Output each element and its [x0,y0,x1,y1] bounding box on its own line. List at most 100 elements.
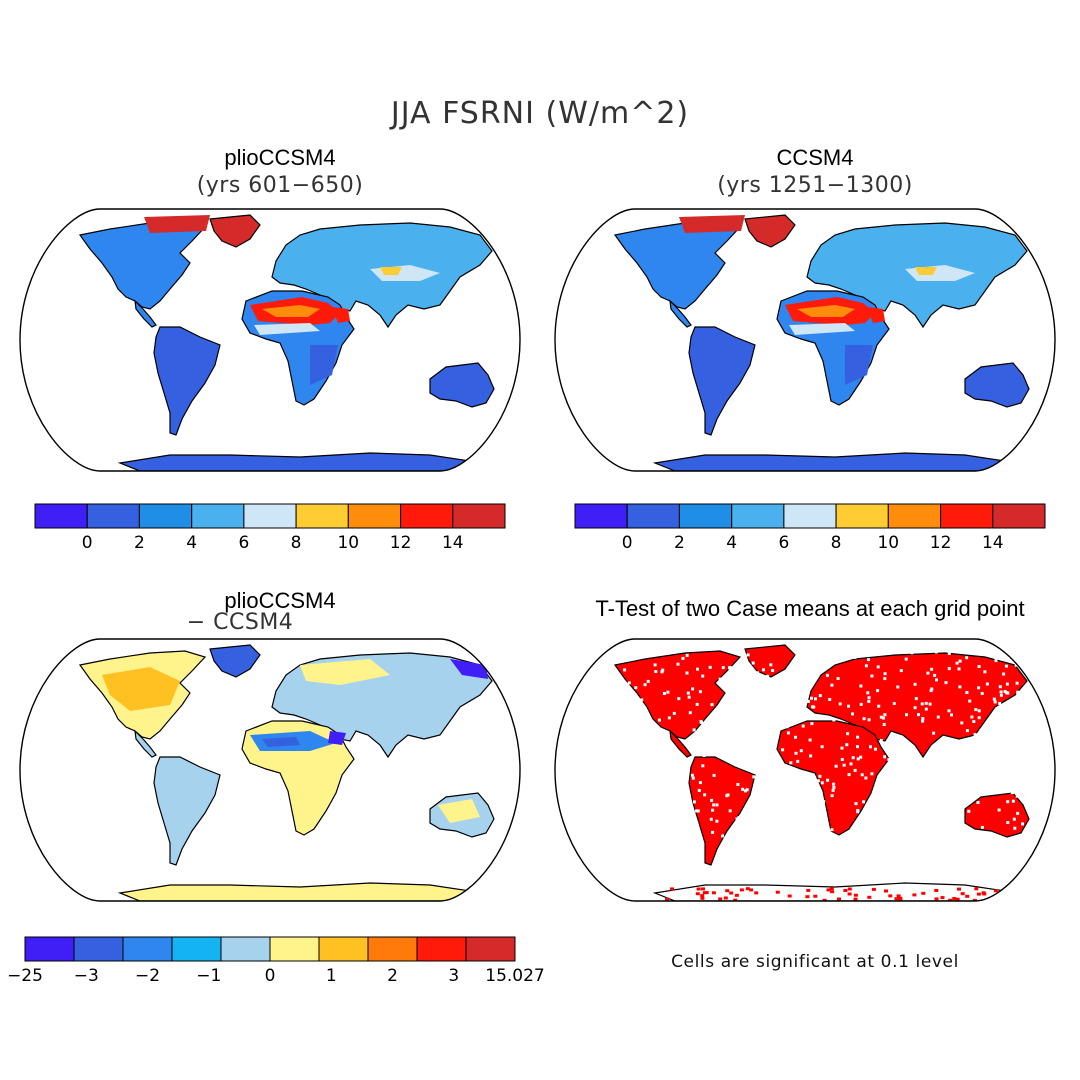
nonsignificant-cell [929,803,932,807]
nonsignificant-cell [884,820,888,824]
nonsignificant-cell [889,650,893,654]
nonsignificant-cell [810,696,813,700]
nonsignificant-cell [747,671,751,675]
nonsignificant-cell [1017,708,1020,712]
nonsignificant-cell [830,828,834,832]
nonsignificant-cell [655,797,659,801]
nonsignificant-cell [896,816,900,820]
nonsignificant-cell [761,724,765,728]
nonsignificant-cell [877,825,881,829]
nonsignificant-cell [607,666,611,670]
nonsignificant-cell [721,834,725,838]
nonsignificant-cell [879,715,883,719]
significant-cell [847,892,852,896]
nonsignificant-cell [994,659,998,663]
significant-cell [957,887,961,891]
nonsignificant-cell [631,726,635,730]
nonsignificant-cell [939,789,943,793]
nonsignificant-cell [626,748,630,752]
nonsignificant-cell [654,670,658,673]
nonsignificant-cell [867,818,871,822]
colorbar-swatch [24,936,75,962]
nonsignificant-cell [709,817,713,821]
nonsignificant-cell [650,791,654,795]
significant-cell [952,897,957,901]
nonsignificant-cell [807,668,811,671]
significant-cell [867,895,872,899]
nonsignificant-cell [924,701,928,705]
continent-greenland [209,214,261,248]
nonsignificant-cell [1024,790,1027,794]
nonsignificant-cell [960,789,964,793]
sahara-core [262,305,320,317]
nonsignificant-cell [620,820,624,824]
continent-antarctica [652,882,1007,901]
nonsignificant-cell [683,817,687,821]
nonsignificant-cell [744,807,748,811]
nonsignificant-cell [780,823,783,827]
nonsignificant-cell [920,702,924,706]
continent-north-america [613,650,742,740]
map-frame [19,638,521,902]
nonsignificant-cell [883,677,887,681]
nonsignificant-cell [736,783,740,786]
nonsignificant-cell [845,743,849,747]
nonsignificant-cell [912,766,916,770]
nonsignificant-cell [867,838,871,842]
colorbar-ccsm4: 0 2 4 6 8 10 12 14 [574,503,1046,553]
nonsignificant-cell [926,671,930,675]
nonsignificant-cell [950,762,954,766]
nonsignificant-cell [1014,747,1018,751]
nonsignificant-cell [695,809,699,813]
colorbar-swatch [347,503,401,529]
siberia-cool [450,659,488,679]
significant-cell [921,891,926,895]
nonsignificant-cell [758,730,762,734]
nonsignificant-cell [696,743,699,747]
nonsignificant-cell [883,672,887,676]
nonsignificant-cell [746,746,750,750]
nonsignificant-cell [652,758,656,762]
nonsignificant-cell [752,775,756,779]
nonsignificant-cell [745,721,749,725]
nonsignificant-cell [879,739,883,742]
panel-4-title: T-Test of two Case means at each grid po… [595,596,1025,621]
nonsignificant-cell [701,674,705,678]
nonsignificant-cell [977,716,981,720]
nonsignificant-cell [961,739,965,743]
nonsignificant-cell [887,758,891,762]
nonsignificant-cell [810,722,814,726]
colorbar-tick-label: 10 [337,533,359,553]
nonsignificant-cell [972,795,976,799]
nonsignificant-cell [840,746,844,750]
significant-cell [723,896,728,900]
continent-antarctica [117,452,472,471]
nonsignificant-cell [820,745,824,749]
nonsignificant-cell [662,797,666,801]
nonsignificant-cell [993,700,997,704]
nonsignificant-cell [794,751,798,755]
nonsignificant-cell [696,809,700,813]
nonsignificant-cell [755,682,759,686]
nonsignificant-cell [836,653,840,657]
significant-cell [960,892,965,896]
nonsignificant-cell [919,806,923,809]
colorbar-plioccsm4: 0 2 4 6 8 10 12 14 [34,503,506,553]
nonsignificant-cell [758,831,762,835]
colorbar-swatch [731,503,785,529]
nonsignificant-cell [676,804,680,807]
nonsignificant-cell [955,661,959,665]
nonsignificant-cell [868,652,872,656]
nonsignificant-cell [1034,758,1038,762]
colorbar-swatch [940,503,994,529]
nonsignificant-cell [646,679,650,683]
nonsignificant-cell [992,697,996,701]
significant-cell [806,888,811,892]
nonsignificant-cell [738,719,742,723]
nonsignificant-cell [842,763,846,767]
nonsignificant-cell [668,806,671,810]
nonsignificant-cell [695,822,699,826]
nonsignificant-cell [688,711,692,715]
nonsignificant-cell [834,764,838,768]
significant-cell [982,892,987,896]
